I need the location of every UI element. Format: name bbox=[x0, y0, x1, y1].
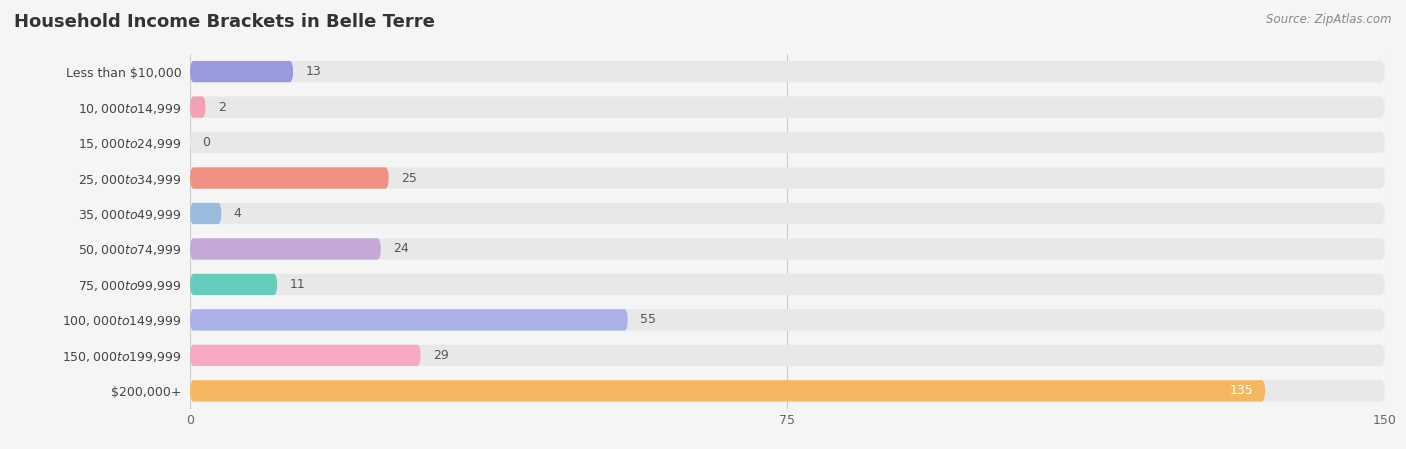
FancyBboxPatch shape bbox=[190, 132, 1385, 153]
FancyBboxPatch shape bbox=[190, 238, 1385, 260]
Text: 24: 24 bbox=[394, 242, 409, 255]
FancyBboxPatch shape bbox=[190, 380, 1385, 401]
FancyBboxPatch shape bbox=[190, 97, 205, 118]
Text: 29: 29 bbox=[433, 349, 449, 362]
FancyBboxPatch shape bbox=[190, 167, 389, 189]
Text: 135: 135 bbox=[1230, 384, 1254, 397]
Text: 11: 11 bbox=[290, 278, 305, 291]
FancyBboxPatch shape bbox=[190, 274, 1385, 295]
Text: 4: 4 bbox=[233, 207, 242, 220]
Text: 0: 0 bbox=[202, 136, 209, 149]
FancyBboxPatch shape bbox=[190, 97, 1385, 118]
FancyBboxPatch shape bbox=[190, 274, 277, 295]
FancyBboxPatch shape bbox=[190, 203, 222, 224]
FancyBboxPatch shape bbox=[190, 61, 1385, 82]
Text: 13: 13 bbox=[305, 65, 321, 78]
FancyBboxPatch shape bbox=[190, 309, 628, 330]
FancyBboxPatch shape bbox=[190, 345, 1385, 366]
Text: 25: 25 bbox=[401, 172, 416, 185]
FancyBboxPatch shape bbox=[190, 309, 1385, 330]
FancyBboxPatch shape bbox=[190, 380, 1265, 401]
Text: 2: 2 bbox=[218, 101, 225, 114]
FancyBboxPatch shape bbox=[190, 167, 1385, 189]
FancyBboxPatch shape bbox=[190, 345, 420, 366]
Text: 55: 55 bbox=[640, 313, 657, 326]
FancyBboxPatch shape bbox=[190, 203, 1385, 224]
FancyBboxPatch shape bbox=[190, 61, 294, 82]
Text: Source: ZipAtlas.com: Source: ZipAtlas.com bbox=[1267, 13, 1392, 26]
FancyBboxPatch shape bbox=[190, 238, 381, 260]
Text: Household Income Brackets in Belle Terre: Household Income Brackets in Belle Terre bbox=[14, 13, 434, 31]
